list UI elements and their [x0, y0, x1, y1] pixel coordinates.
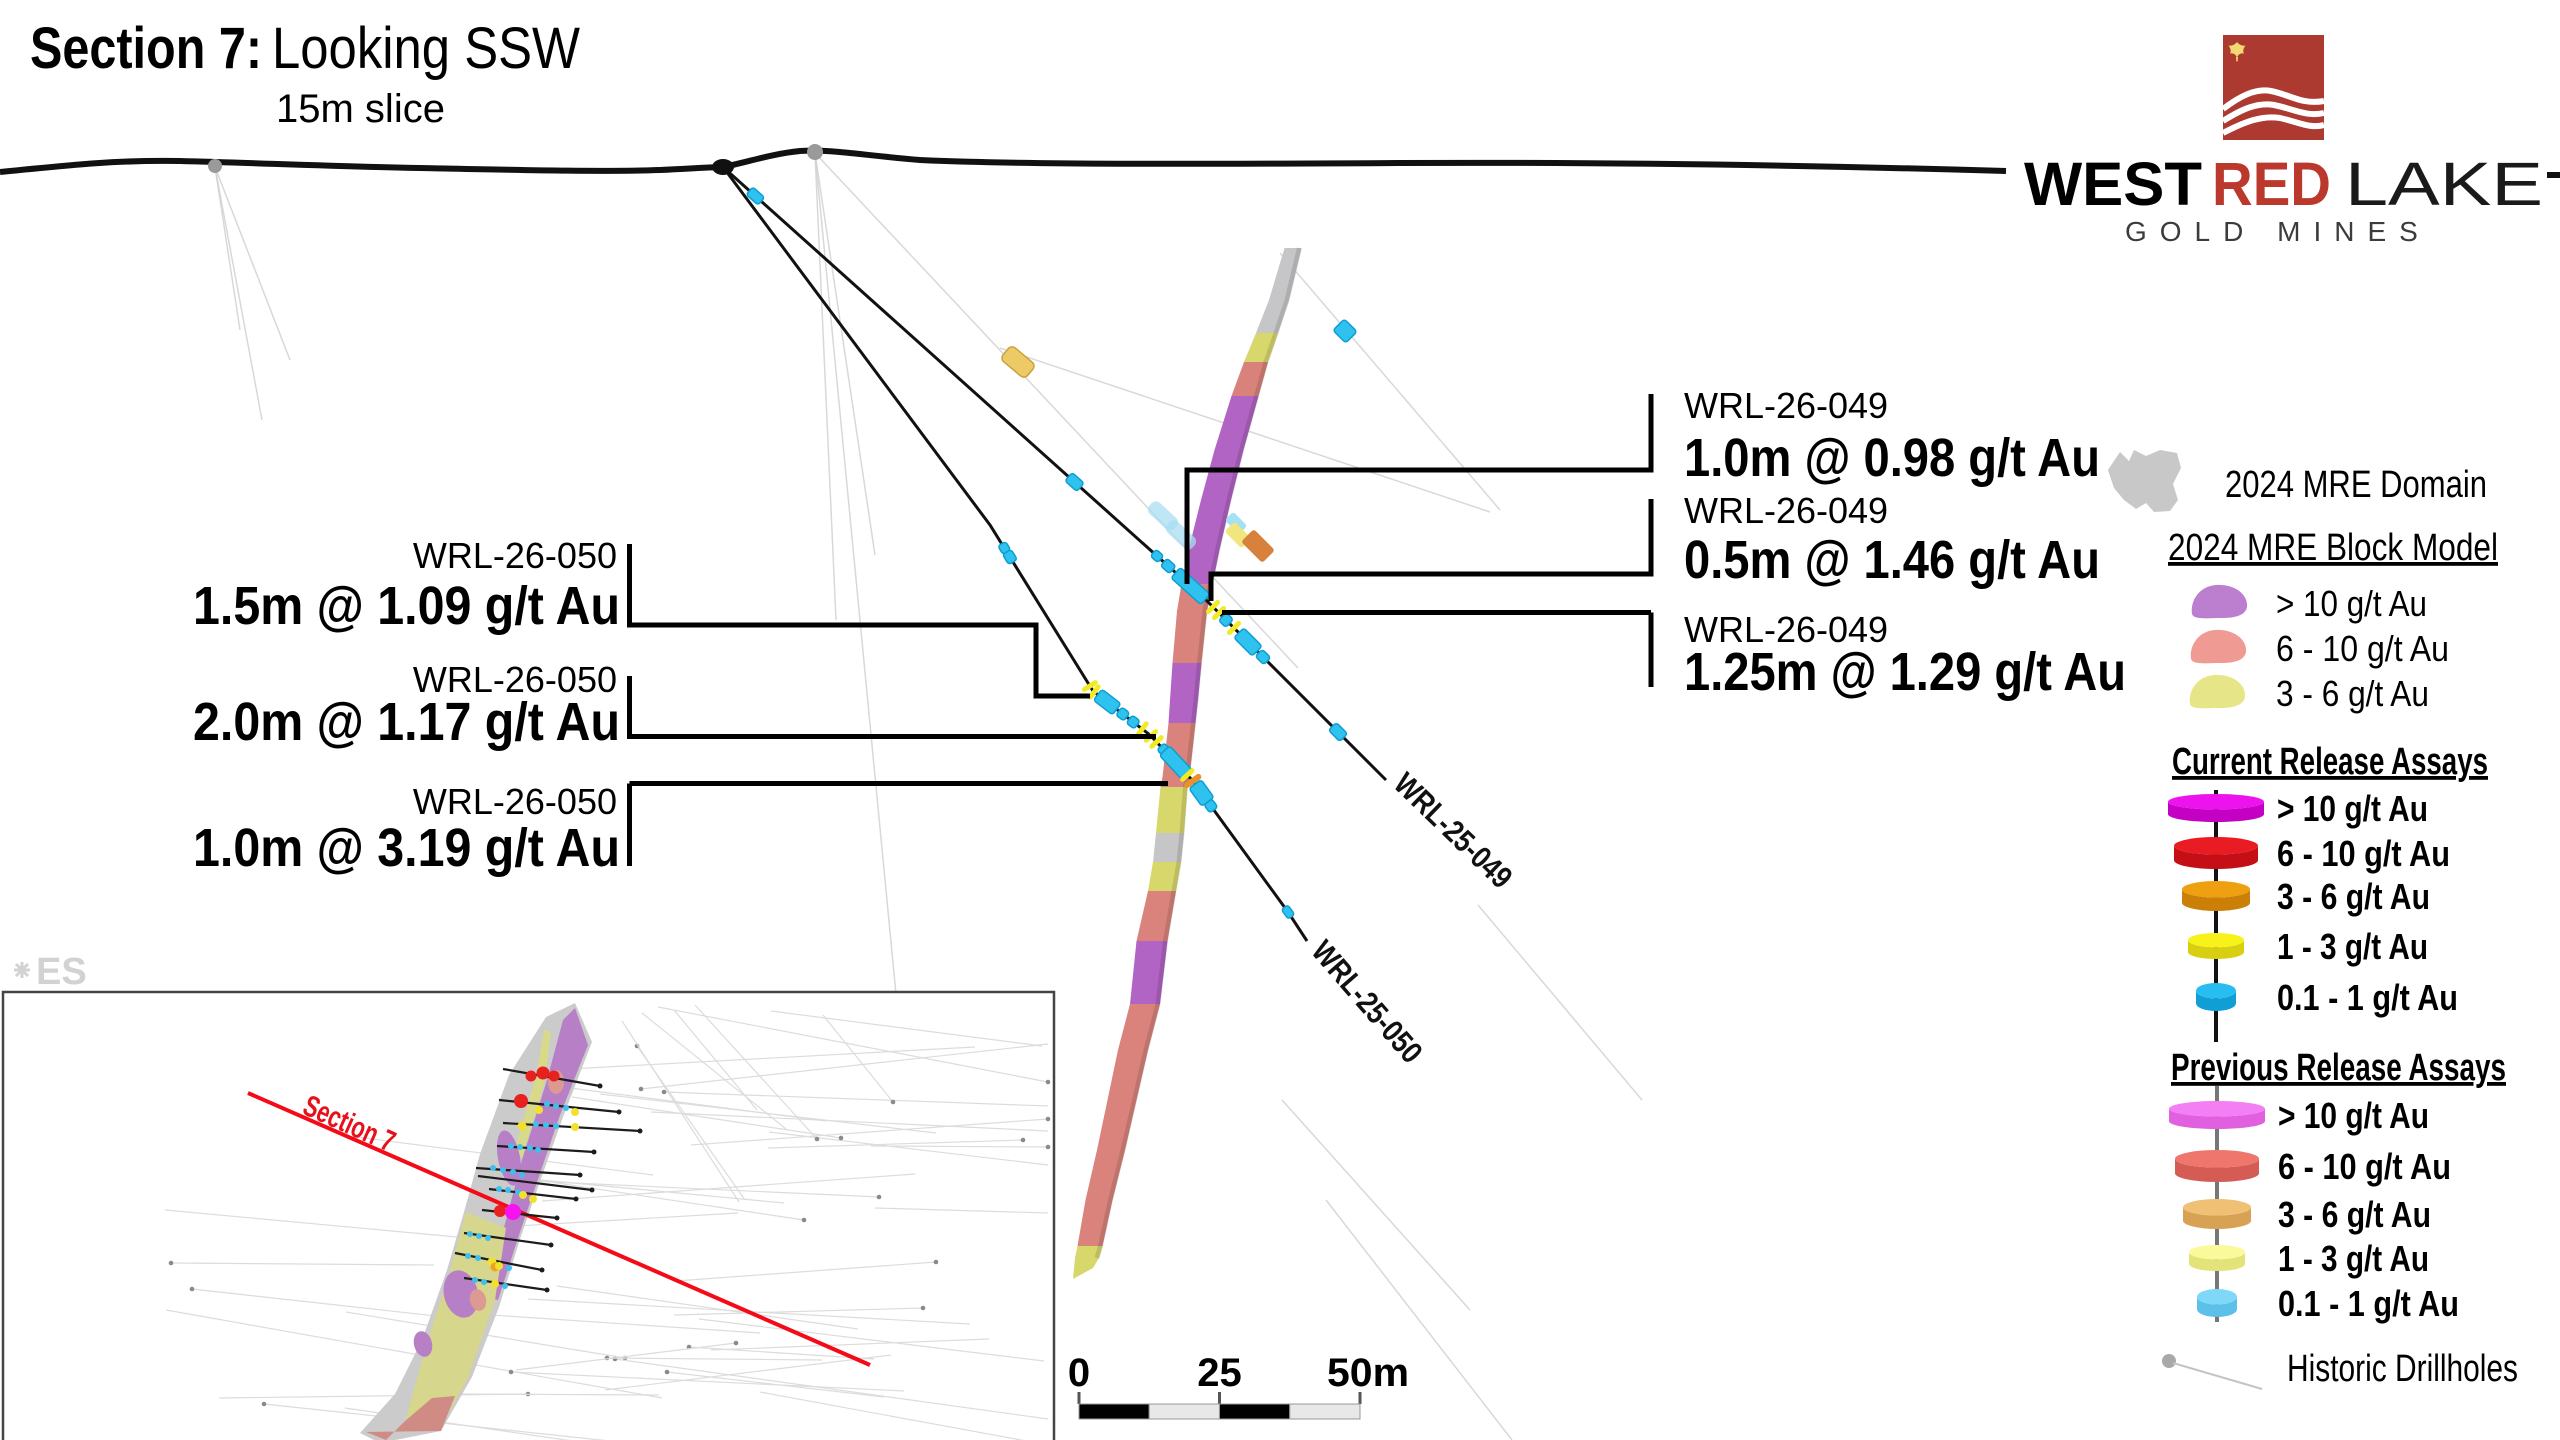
svg-text:LAKE: LAKE [2345, 150, 2543, 218]
svg-text:15m slice: 15m slice [276, 87, 445, 131]
svg-text:WRL-26-049: WRL-26-049 [1684, 490, 1888, 531]
svg-text:6 - 10 g/t Au: 6 - 10 g/t Au [2277, 833, 2450, 874]
svg-text:WRL-26-049: WRL-26-049 [1684, 385, 1888, 426]
svg-text:6 - 10 g/t Au: 6 - 10 g/t Au [2276, 628, 2449, 669]
svg-text:1.25m @ 1.29 g/t Au: 1.25m @ 1.29 g/t Au [1684, 642, 2126, 702]
svg-text:> 10 g/t Au: > 10 g/t Au [2276, 583, 2427, 624]
svg-text:WRL-26-050: WRL-26-050 [413, 535, 617, 576]
svg-text:0.1 - 1 g/t Au: 0.1 - 1 g/t Au [2277, 977, 2458, 1018]
svg-text:0: 0 [1068, 1351, 1090, 1395]
svg-text:6 - 10 g/t Au: 6 - 10 g/t Au [2278, 1146, 2451, 1187]
svg-text:25: 25 [1197, 1351, 1242, 1395]
svg-text:50m: 50m [1327, 1351, 1409, 1395]
svg-text:Historic Drillholes: Historic Drillholes [2287, 1348, 2518, 1390]
svg-text:2024 MRE Block Model: 2024 MRE Block Model [2168, 527, 2498, 569]
svg-text:Previous Release Assays: Previous Release Assays [2171, 1047, 2506, 1089]
svg-text:WRL-26-050: WRL-26-050 [413, 659, 617, 700]
svg-text:ES: ES [36, 951, 87, 993]
svg-text:1 - 3 g/t Au: 1 - 3 g/t Au [2277, 926, 2428, 967]
svg-text:1.0m @ 3.19 g/t Au: 1.0m @ 3.19 g/t Au [193, 818, 620, 878]
svg-text:2.0m @ 1.17 g/t Au: 2.0m @ 1.17 g/t Au [193, 692, 620, 752]
svg-text:WRL-26-050: WRL-26-050 [413, 781, 617, 822]
svg-text:1 - 3 g/t Au: 1 - 3 g/t Au [2278, 1238, 2429, 1279]
svg-text:> 10 g/t Au: > 10 g/t Au [2277, 788, 2428, 829]
svg-text:3 - 6 g/t Au: 3 - 6 g/t Au [2277, 876, 2430, 917]
svg-text:1.5m @ 1.09 g/t Au: 1.5m @ 1.09 g/t Au [193, 576, 620, 636]
svg-text:> 10 g/t Au: > 10 g/t Au [2278, 1095, 2429, 1136]
svg-text:GOLD MINES: GOLD MINES [2125, 216, 2431, 247]
svg-text:0.5m @ 1.46 g/t Au: 0.5m @ 1.46 g/t Au [1684, 530, 2100, 590]
svg-text:1.0m @ 0.98 g/t Au: 1.0m @ 0.98 g/t Au [1684, 428, 2100, 488]
svg-text:3 - 6 g/t Au: 3 - 6 g/t Au [2278, 1194, 2431, 1235]
svg-text:3 - 6 g/t Au: 3 - 6 g/t Au [2276, 673, 2429, 714]
svg-text:Current Release Assays: Current Release Assays [2172, 741, 2488, 783]
svg-text:Section 7:Looking SSW: Section 7: Looking SSW [30, 16, 580, 81]
svg-text:2024 MRE Domain: 2024 MRE Domain [2225, 464, 2487, 506]
svg-text:0.1 - 1 g/t Au: 0.1 - 1 g/t Au [2278, 1283, 2459, 1324]
svg-text:WRL-26-049: WRL-26-049 [1684, 609, 1888, 650]
